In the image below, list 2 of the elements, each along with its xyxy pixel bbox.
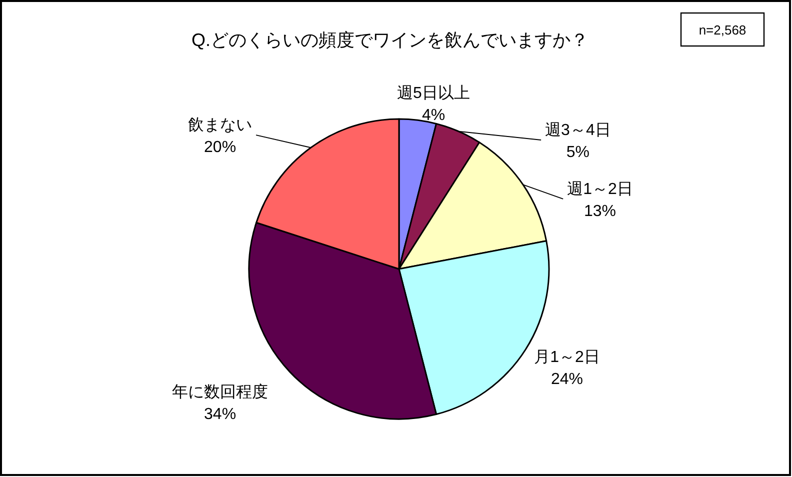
title: Q.どのくらいの頻度でワインを飲んでいますか？ bbox=[192, 30, 588, 50]
annotation: n=2,568 bbox=[680, 12, 765, 47]
